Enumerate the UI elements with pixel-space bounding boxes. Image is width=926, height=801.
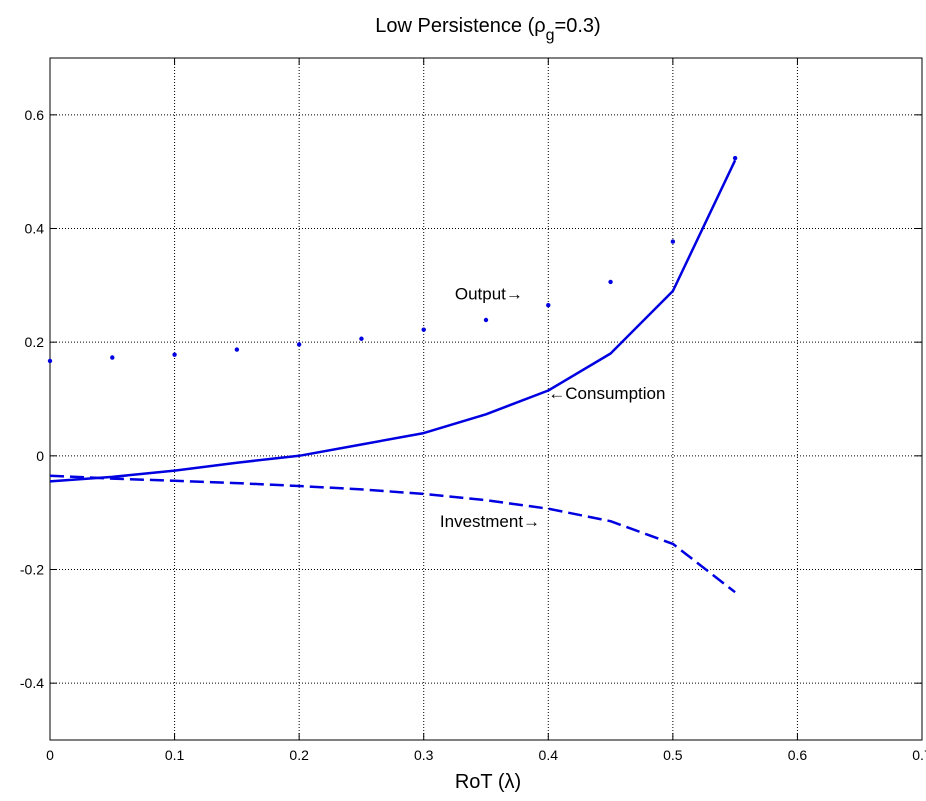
- output-point: [234, 347, 240, 352]
- axes: [49, 57, 923, 741]
- annotation-label: Investment→: [440, 512, 540, 531]
- output-point: [732, 155, 738, 161]
- x-tick-label: 0.7: [912, 747, 926, 763]
- output-point: [670, 239, 676, 244]
- x-tick-label: 0.1: [165, 747, 185, 763]
- x-tick-label: 0: [46, 747, 54, 763]
- output-point: [47, 358, 53, 364]
- output-point: [483, 317, 489, 323]
- chart-title: Low Persistence (ρg=0.3): [375, 15, 600, 44]
- y-tick-label: -0.4: [20, 675, 44, 691]
- output-point: [421, 327, 426, 332]
- x-tick-label: 0.5: [663, 747, 683, 763]
- x-axis-label: RoT (λ): [455, 771, 521, 793]
- output-point: [546, 303, 551, 308]
- plot-frame: [49, 57, 923, 741]
- x-tick-label: 0.6: [788, 747, 808, 763]
- output-point: [296, 342, 302, 347]
- y-tick-label: 0.2: [25, 334, 45, 350]
- x-tick-label: 0.4: [539, 747, 559, 763]
- investment-line: [49, 474, 736, 594]
- grid: [50, 58, 922, 740]
- annotation-label: Output→: [455, 285, 523, 304]
- y-tick-label: 0.4: [25, 221, 45, 237]
- consumption-line: [49, 159, 737, 483]
- output-point: [608, 279, 613, 285]
- y-tick-label: -0.2: [20, 562, 44, 578]
- annotations: Output→ ←Consumption Investment→: [440, 285, 666, 531]
- y-tick-label: 0.6: [25, 107, 45, 123]
- tick-labels: 0 0.1 0.2 0.3 0.4 0.5 0.6 0.7 -0.4 -0.2 0 0.2 0.4 0.6: [20, 107, 926, 763]
- output-point: [359, 336, 364, 341]
- output-point: [110, 355, 115, 360]
- series-group: [47, 155, 738, 594]
- annotation-label: ←Consumption: [548, 384, 665, 403]
- y-tick-label: 0: [36, 448, 44, 464]
- x-tick-label: 0.2: [289, 747, 309, 763]
- x-tick-label: 0.3: [414, 747, 434, 763]
- output-point: [172, 352, 177, 357]
